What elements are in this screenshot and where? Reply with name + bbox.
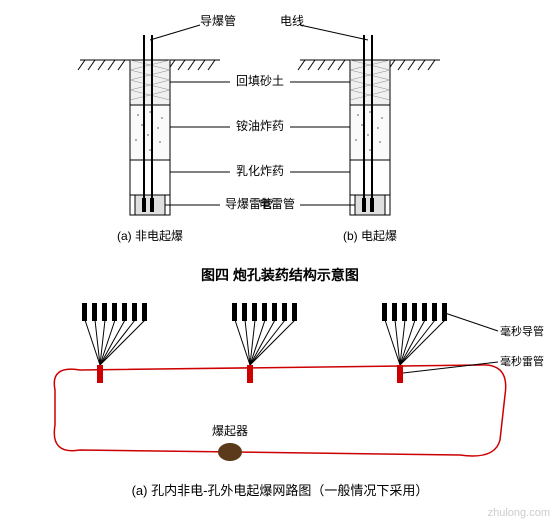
network-diagram: 爆起器 毫秒导管 毫秒雷管 (a) 孔内非电-孔外电起爆网路图（一般情况下采用） <box>0 295 560 505</box>
label-left-leader: 导爆管 <box>200 13 236 28</box>
label-right-detonator: 电雷管 <box>259 196 295 211</box>
cluster-2 <box>232 303 297 383</box>
label-backfill: 回填砂土 <box>236 74 284 88</box>
caption-b: (b) 电起爆 <box>343 229 397 243</box>
label-anfo: 铵油炸药 <box>236 118 284 133</box>
label-right-leader: 电线 <box>280 14 304 28</box>
wire-loop <box>54 365 505 456</box>
label-tube: 毫秒导管 <box>500 324 544 338</box>
label-emulsion: 乳化炸药 <box>236 164 284 178</box>
figure-title: 图四 炮孔装药结构示意图 <box>0 265 560 285</box>
borehole-b <box>350 35 390 215</box>
caption-a: (a) 非电起爆 <box>117 229 183 243</box>
borehole-a <box>130 35 170 215</box>
bottom-caption: (a) 孔内非电-孔外电起爆网路图（一般情况下采用） <box>132 483 429 498</box>
label-delay: 毫秒雷管 <box>500 354 544 368</box>
cluster-3 <box>382 303 447 383</box>
cluster-1 <box>82 303 147 383</box>
label-initiator: 爆起器 <box>212 424 248 438</box>
initiator <box>218 443 242 461</box>
watermark: zhulong.com <box>488 507 550 519</box>
borehole-diagram: 导爆管 电线 回填砂土 铵油炸药 乳化炸药 导爆雷管 电雷管 (a) 非电起爆 … <box>0 0 560 260</box>
